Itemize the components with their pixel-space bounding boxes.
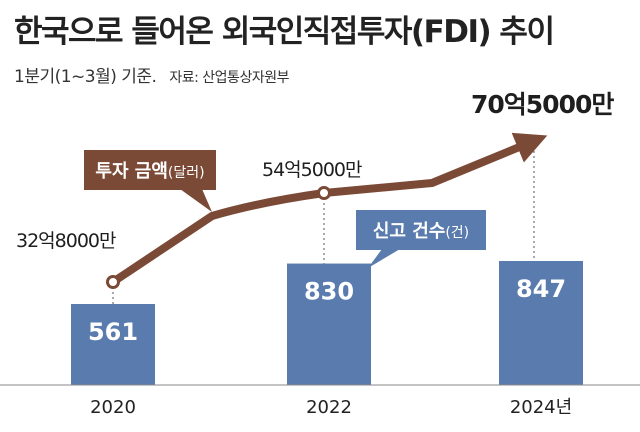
amount-value-label: 70억5000만 bbox=[471, 90, 614, 119]
source-text: 자료: 산업통상자원부 bbox=[169, 70, 289, 86]
year-label: 2024년 bbox=[510, 397, 572, 418]
amount-value-label: 32억8000만 bbox=[16, 230, 116, 252]
svg-text:투자 금액(달러): 투자 금액(달러) bbox=[95, 161, 204, 182]
line-point-2020 bbox=[106, 275, 120, 289]
svg-text:신고 건수(건): 신고 건수(건) bbox=[373, 221, 469, 242]
legends: 투자 금액(달러) 신고 건수(건) bbox=[84, 150, 486, 268]
chart-title: 한국으로 들어온 외국인직접투자(FDI) 추이 bbox=[14, 14, 555, 50]
bar-value-label: 830 bbox=[304, 278, 354, 306]
subtitle-text: 1분기(1~3월) 기준. bbox=[14, 67, 157, 87]
legend-amount: 투자 금액(달러) bbox=[84, 150, 216, 212]
bar-series: 561 830 847 bbox=[71, 261, 583, 385]
year-label: 2022 bbox=[306, 397, 352, 418]
legend-count: 신고 건수(건) bbox=[356, 210, 486, 268]
line-point-2022 bbox=[317, 186, 331, 200]
bar-value-label: 847 bbox=[516, 275, 566, 303]
year-label: 2020 bbox=[90, 397, 136, 418]
bar-2022 bbox=[287, 263, 371, 385]
amount-labels: 32억8000만 54억5000만 70억5000만 bbox=[16, 90, 615, 252]
line-series bbox=[106, 132, 548, 289]
bar-value-label: 561 bbox=[88, 318, 138, 346]
chart-subtitle: 1분기(1~3월) 기준. 자료: 산업통상자원부 bbox=[14, 62, 289, 87]
bar-2024 bbox=[499, 261, 583, 385]
year-labels: 2020 2022 2024년 bbox=[90, 397, 572, 418]
bar-2020 bbox=[71, 304, 155, 385]
amount-value-label: 54억5000만 bbox=[262, 159, 362, 181]
